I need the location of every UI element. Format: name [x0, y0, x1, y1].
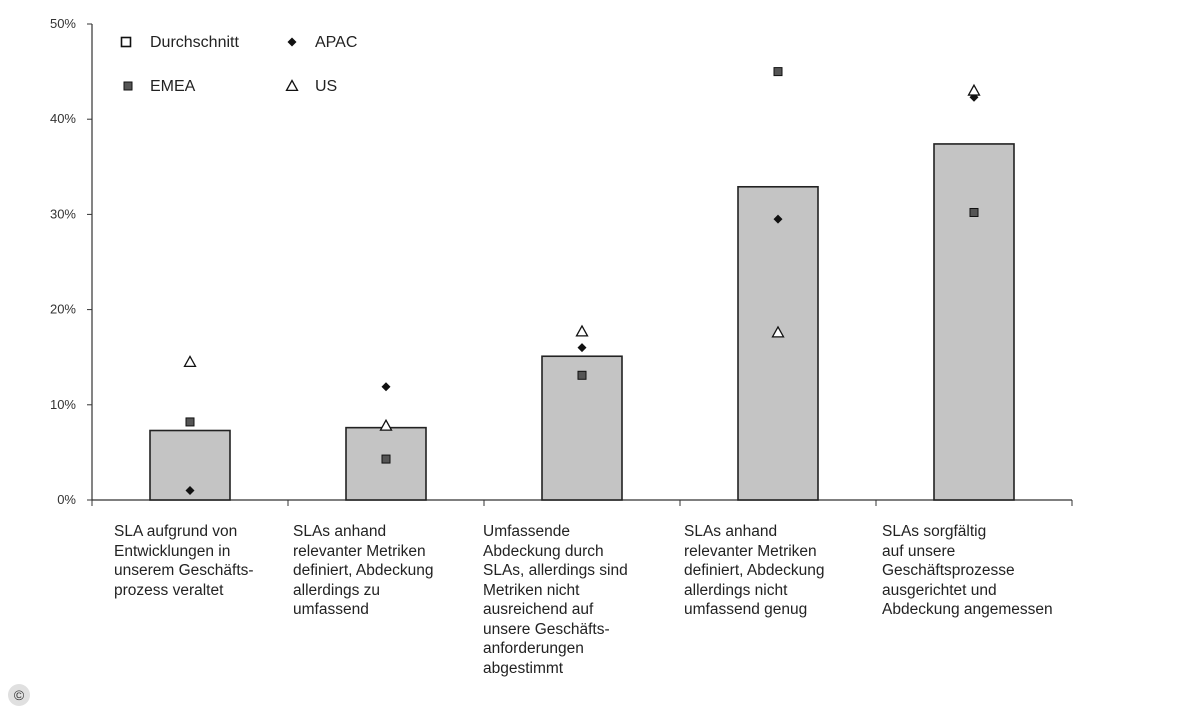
- legend-label: APAC: [315, 34, 357, 51]
- data-point-emea: [577, 370, 587, 380]
- category-label-line: abgestimmt: [483, 659, 564, 677]
- category-label-line: relevanter Metriken: [293, 542, 426, 560]
- legend-label: Durchschnitt: [150, 34, 239, 51]
- category-label-line: allerdings nicht: [684, 581, 788, 599]
- y-tick-label: 30%: [50, 206, 76, 221]
- chart-bars: [149, 143, 1015, 501]
- legend-marker: [123, 81, 133, 91]
- category-label-line: Abdeckung angemessen: [882, 601, 1053, 618]
- category-label-line: anforderungen: [483, 640, 584, 657]
- copyright-badge: ©: [8, 684, 30, 706]
- data-point-apac: [185, 485, 195, 495]
- category-label-line: Geschäftsprozesse: [882, 562, 1015, 579]
- category-label-line: umfassend genug: [684, 601, 808, 618]
- legend-item: EMEA: [123, 78, 196, 95]
- legend-item: Durchschnitt: [120, 34, 239, 51]
- data-point-apac: [381, 382, 391, 392]
- y-tick-label: 20%: [50, 302, 76, 317]
- legend-label: US: [315, 78, 337, 95]
- category-label: SLA aufgrund von Entwicklungen in unserem …: [114, 522, 299, 600]
- legend-label: EMEA: [150, 78, 196, 95]
- category-label-line: Abdeckung durch: [483, 542, 604, 560]
- category-label-line: SLAs anhand: [684, 523, 778, 540]
- legend-marker: [120, 36, 132, 48]
- category-label-line: unserem Geschäfts-: [114, 562, 254, 579]
- bar: [933, 143, 1015, 501]
- category-label-line: definiert, Abdeckung: [684, 562, 825, 579]
- category-label-line: relevanter Metriken: [684, 542, 817, 560]
- category-label-line: allerdings zu: [293, 581, 381, 599]
- data-point-apac: [577, 343, 587, 353]
- category-label-line: definiert, Abdeckung: [293, 562, 434, 579]
- category-label-line: auf unsere: [882, 542, 956, 560]
- category-label: SLAs sorgfältig auf unsere Geschäftsprozes…: [882, 522, 1067, 620]
- category-label: Umfassende Abdeckung durch SLAs, allerding…: [483, 522, 668, 678]
- category-label-line: Metriken nicht: [483, 581, 580, 599]
- category-label-line: Entwicklungen in: [114, 542, 231, 560]
- data-point-us: [183, 355, 197, 368]
- category-label-line: SLA aufgrund von: [114, 523, 238, 540]
- category-label-line: unsere Geschäfts-: [483, 620, 610, 638]
- data-point-emea: [185, 417, 195, 427]
- chart-axes: 0% 10% 20% 30% 40% 50%: [50, 16, 1073, 507]
- bar: [541, 355, 623, 501]
- chart-legend: Durchschnitt APAC EMEA US: [120, 34, 357, 95]
- data-point-us: [379, 418, 393, 431]
- y-tick-label: 40%: [50, 111, 76, 126]
- legend-marker: [287, 37, 297, 47]
- category-label-line: prozess veraltet: [114, 581, 224, 599]
- category-label-line: ausreichend auf: [483, 601, 594, 618]
- category-label: SLAs anhand relevanter Metriken definiert,…: [684, 522, 869, 620]
- data-point-us: [967, 83, 981, 96]
- data-point-emea: [381, 454, 391, 464]
- y-tick-label: 0%: [57, 492, 76, 507]
- legend-item: US: [285, 78, 337, 95]
- chart-markers: [183, 67, 981, 495]
- data-point-apac: [773, 214, 783, 224]
- legend-marker: [285, 79, 299, 92]
- category-label: SLAs anhand relevanter Metriken definiert,…: [293, 522, 478, 620]
- bar: [345, 426, 427, 501]
- category-label-line: SLAs anhand: [293, 523, 387, 540]
- data-point-us: [575, 324, 589, 337]
- bar: [737, 185, 819, 501]
- category-label-line: Umfassende: [483, 523, 571, 540]
- data-point-emea: [773, 67, 783, 77]
- category-label-line: SLAs sorgfältig: [882, 523, 987, 540]
- data-point-us: [771, 325, 785, 338]
- y-tick-label: 10%: [50, 397, 76, 412]
- legend-item: APAC: [287, 34, 357, 51]
- category-label-line: SLAs, allerdings sind: [483, 562, 628, 579]
- data-point-emea: [969, 207, 979, 217]
- y-tick-label: 50%: [50, 16, 76, 31]
- category-label-line: umfassend: [293, 601, 369, 618]
- category-label-line: ausgerichtet und: [882, 581, 997, 599]
